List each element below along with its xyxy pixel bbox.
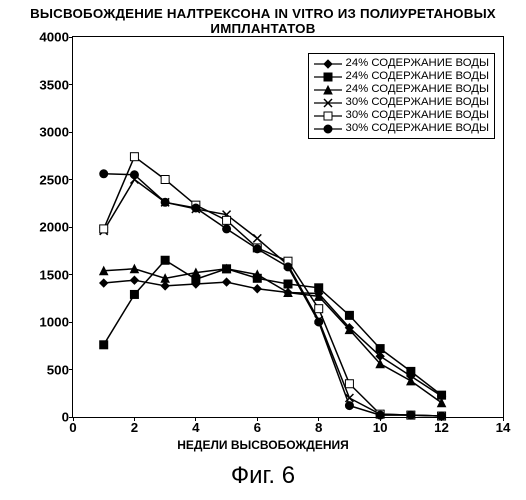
series-marker xyxy=(376,345,384,353)
series-marker xyxy=(130,276,138,284)
series-marker xyxy=(130,171,138,179)
x-tick-label: 2 xyxy=(131,417,138,435)
series-marker xyxy=(407,367,415,375)
series-marker xyxy=(315,318,323,326)
legend-swatch xyxy=(314,71,342,83)
series-marker xyxy=(345,380,353,388)
series-marker xyxy=(315,284,323,292)
y-tick-label: 4000 xyxy=(39,30,73,45)
legend-row: 30% СОДЕРЖАНИЕ ВОДЫ xyxy=(314,109,489,122)
series-marker xyxy=(161,198,169,206)
figure: ВЫСВОБОЖДЕНИЕ НАЛТРЕКСОНА IN VITRO ИЗ ПО… xyxy=(0,0,526,500)
series-line xyxy=(104,157,442,416)
plot-area: 0500100015002000250030003500400002468101… xyxy=(72,36,504,418)
legend-swatch xyxy=(314,97,342,109)
x-tick-label: 10 xyxy=(373,417,388,435)
y-tick-label: 3500 xyxy=(39,77,73,92)
series-line xyxy=(104,280,442,396)
series-marker xyxy=(223,278,231,286)
series-marker xyxy=(130,290,138,298)
legend-row: 30% СОДЕРЖАНИЕ ВОДЫ xyxy=(314,96,489,109)
legend-label: 30% СОДЕРЖАНИЕ ВОДЫ xyxy=(346,122,489,135)
legend-label: 30% СОДЕРЖАНИЕ ВОДЫ xyxy=(346,96,489,109)
series-line xyxy=(104,174,442,416)
legend-row: 24% СОДЕРЖАНИЕ ВОДЫ xyxy=(314,70,489,83)
series-line xyxy=(104,180,442,417)
series-marker xyxy=(161,256,169,264)
y-tick-label: 500 xyxy=(47,362,73,377)
legend-swatch xyxy=(314,123,342,135)
legend-label: 24% СОДЕРЖАНИЕ ВОДЫ xyxy=(346,70,489,83)
chart-title: ВЫСВОБОЖДЕНИЕ НАЛТРЕКСОНА IN VITRO ИЗ ПО… xyxy=(0,6,526,36)
series-marker xyxy=(161,176,169,184)
series-marker xyxy=(130,153,138,161)
x-tick-label: 0 xyxy=(69,417,76,435)
figure-caption: Фиг. 6 xyxy=(0,462,526,490)
series-marker xyxy=(100,225,108,233)
series-marker xyxy=(345,311,353,319)
legend-label: 24% СОДЕРЖАНИЕ ВОДЫ xyxy=(346,57,489,70)
y-tick-label: 2000 xyxy=(39,220,73,235)
x-axis-label: НЕДЕЛИ ВЫСВОБОЖДЕНИЯ xyxy=(0,438,526,452)
x-tick-label: 4 xyxy=(192,417,199,435)
x-tick-label: 14 xyxy=(496,417,511,435)
series-marker xyxy=(253,245,261,253)
series-marker xyxy=(345,402,353,410)
y-tick-label: 2500 xyxy=(39,172,73,187)
series-marker xyxy=(100,170,108,178)
legend-row: 30% СОДЕРЖАНИЕ ВОДЫ xyxy=(314,122,489,135)
series-marker xyxy=(161,282,169,290)
legend-row: 24% СОДЕРЖАНИЕ ВОДЫ xyxy=(314,57,489,70)
series-marker xyxy=(407,411,415,419)
x-tick-label: 6 xyxy=(254,417,261,435)
series-marker xyxy=(253,234,261,242)
legend-swatch xyxy=(314,110,342,122)
legend-label: 30% СОДЕРЖАНИЕ ВОДЫ xyxy=(346,109,489,122)
series-marker xyxy=(100,341,108,349)
series-marker xyxy=(100,279,108,287)
x-tick-label: 8 xyxy=(315,417,322,435)
legend-row: 24% СОДЕРЖАНИЕ ВОДЫ xyxy=(314,83,489,96)
series-marker xyxy=(192,204,200,212)
y-tick-label: 1500 xyxy=(39,267,73,282)
series-marker xyxy=(438,412,446,420)
legend: 24% СОДЕРЖАНИЕ ВОДЫ24% СОДЕРЖАНИЕ ВОДЫ24… xyxy=(308,53,495,139)
series-marker xyxy=(284,280,292,288)
y-tick-label: 3000 xyxy=(39,125,73,140)
series-line xyxy=(104,260,442,395)
series-marker xyxy=(284,263,292,271)
series-marker xyxy=(223,225,231,233)
series-line xyxy=(104,269,442,403)
series-marker xyxy=(376,411,384,419)
series-marker xyxy=(315,305,323,313)
legend-swatch xyxy=(314,58,342,70)
legend-swatch xyxy=(314,84,342,96)
series-marker xyxy=(223,216,231,224)
series-marker xyxy=(253,285,261,293)
y-tick-label: 1000 xyxy=(39,315,73,330)
legend-label: 24% СОДЕРЖАНИЕ ВОДЫ xyxy=(346,83,489,96)
